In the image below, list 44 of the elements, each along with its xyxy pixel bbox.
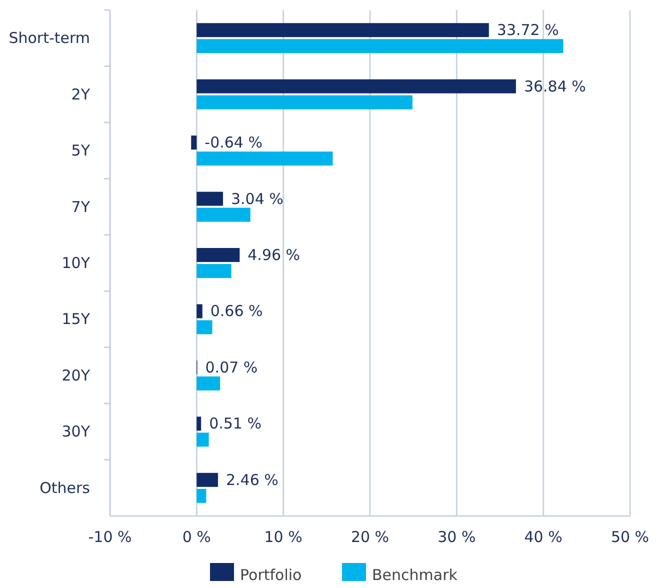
y-tick-label: Short-term [8,29,90,48]
bar [196,79,516,94]
x-tick-label: 50 % [610,528,650,546]
data-label: 0.07 % [205,358,258,376]
data-label: 36.84 % [524,77,586,96]
bar [196,376,220,390]
bar [196,39,564,54]
data-label: 33.72 % [496,21,559,40]
y-tick-label: 10Y [62,254,91,272]
data-label: 0.66 % [210,302,263,320]
x-tick-label: 10 % [264,528,302,546]
y-tick-label: 7Y [71,198,91,216]
bar [196,472,218,487]
bar [196,152,333,166]
data-label: 0.51 % [209,414,262,433]
x-tick-label: 30 % [438,528,476,546]
y-tick-label: 5Y [71,142,91,160]
bar [196,432,209,447]
x-tick-label: 20 % [350,528,390,546]
y-tick-label: 15Y [62,310,91,328]
bar [196,264,232,278]
bar [196,416,202,431]
y-tick-label: 2Y [71,85,91,104]
x-tick-label: -10 % [88,528,132,546]
data-label: 2.46 % [226,470,278,489]
data-label: -0.64 % [204,134,263,152]
y-tick-label: 20Y [62,366,91,384]
bar [196,95,412,110]
bar [196,304,202,318]
x-tick-label: 40 % [524,528,562,546]
bar [196,320,212,334]
bar [196,248,240,262]
x-tick-label: 0 % [182,528,211,546]
data-label: 3.04 % [231,190,284,208]
legend-label: Portfolio [240,566,302,584]
bar [196,23,489,38]
y-tick-label: 30Y [62,422,91,441]
data-label: 4.96 % [248,246,300,264]
bar [196,192,224,206]
bar [196,208,250,222]
y-tick-label: Others [40,478,90,497]
bar [191,136,197,150]
bar [196,488,206,503]
legend-label: Benchmark [372,566,458,584]
